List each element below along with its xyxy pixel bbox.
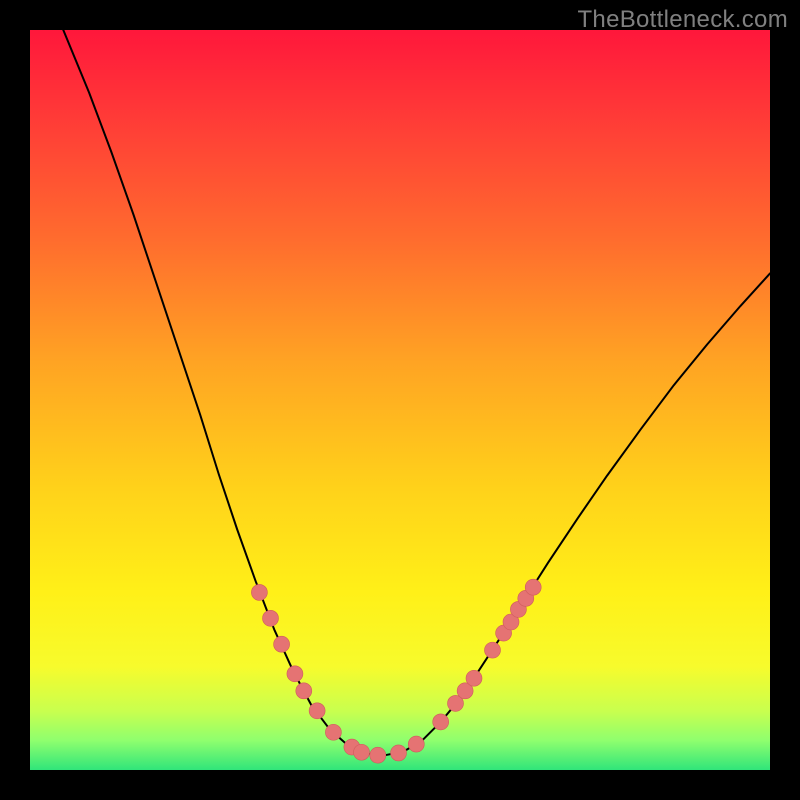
curve-marker <box>391 745 407 761</box>
curve-marker <box>296 683 312 699</box>
curve-marker <box>466 670 482 686</box>
curve-marker <box>408 736 424 752</box>
curve-marker <box>525 579 541 595</box>
gradient-panel <box>30 30 770 770</box>
chart-svg <box>0 0 800 800</box>
curve-marker <box>354 744 370 760</box>
curve-marker <box>433 714 449 730</box>
curve-marker <box>251 584 267 600</box>
curve-marker <box>287 666 303 682</box>
curve-marker <box>370 747 386 763</box>
curve-marker <box>325 724 341 740</box>
curve-marker <box>274 636 290 652</box>
curve-marker <box>309 703 325 719</box>
curve-marker <box>263 610 279 626</box>
watermark-text: TheBottleneck.com <box>577 6 788 34</box>
curve-marker <box>485 642 501 658</box>
